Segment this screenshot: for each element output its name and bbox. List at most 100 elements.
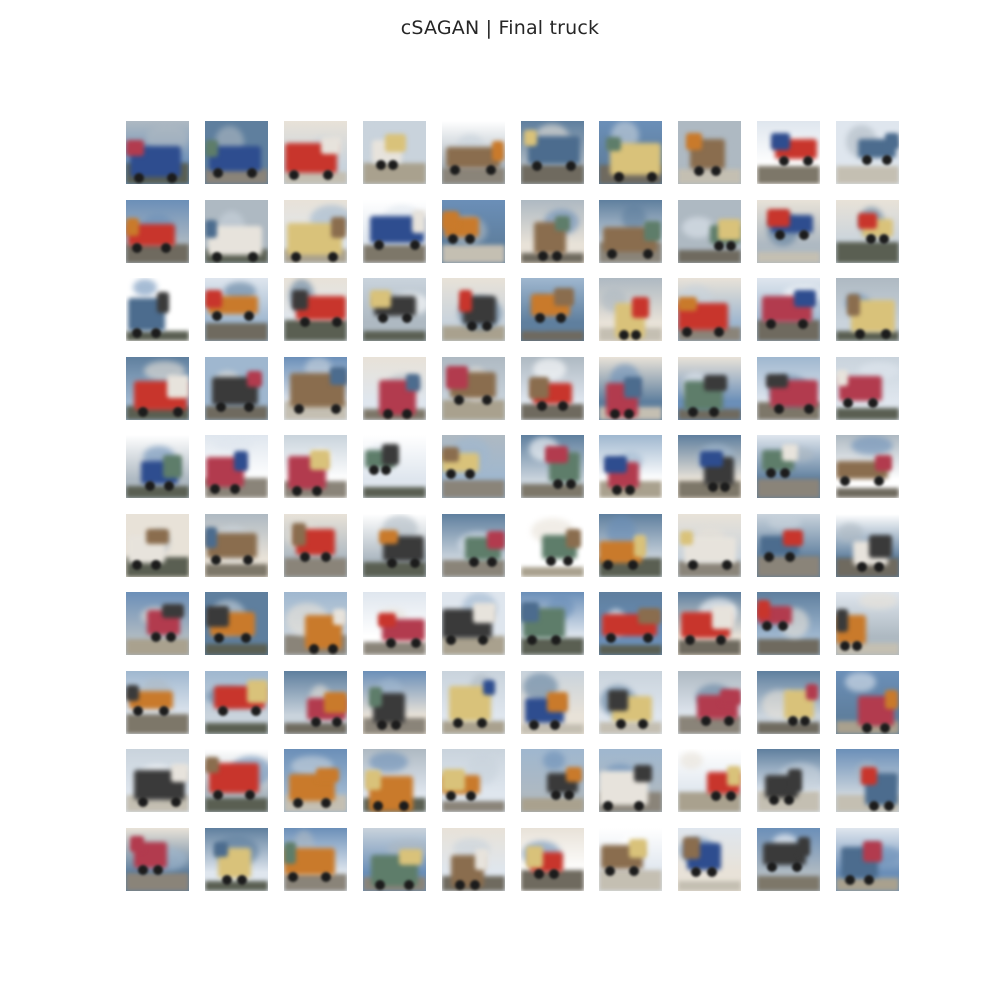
tile-truck-cab [330, 367, 347, 385]
tile-truck-cab [126, 685, 139, 701]
tile-ground [678, 640, 741, 655]
generated-sample-tile [363, 278, 426, 341]
generated-sample-tile [205, 828, 268, 891]
tile-ground [363, 642, 426, 655]
tile-truck-cab [369, 687, 382, 707]
generated-sample-tile [678, 828, 741, 891]
tile-truck-wheel [487, 557, 497, 567]
generated-sample-tile [521, 200, 584, 263]
tile-truck-wheel [145, 481, 155, 491]
tile-background-blob [859, 362, 899, 379]
tile-ground [836, 408, 899, 420]
generated-sample-tile [126, 278, 189, 341]
tile-truck-wheel [132, 328, 142, 338]
tile-truck-cab [604, 456, 627, 473]
tile-truck-cab [629, 839, 647, 858]
generated-sample-tile [205, 278, 268, 341]
tile-truck-cab [292, 523, 306, 546]
tile-truck-wheel [605, 866, 615, 876]
tile-truck-wheel [767, 862, 777, 872]
tile-truck-wheel [410, 240, 420, 250]
generated-sample-tile [599, 749, 662, 812]
tile-truck-cab [885, 690, 898, 709]
tile-truck-wheel [527, 635, 537, 645]
tile-truck-wheel [446, 469, 456, 479]
tile-truck-wheel [210, 484, 220, 494]
tile-truck-wheel [244, 311, 254, 321]
generated-sample-tile [678, 121, 741, 184]
tile-truck-wheel [866, 234, 876, 244]
tile-truck-wheel [383, 409, 393, 419]
generated-sample-tile [363, 357, 426, 420]
tile-truck-cab [704, 375, 727, 391]
tile-truck-wheel [411, 638, 421, 648]
tile-truck-wheel [328, 252, 338, 262]
generated-sample-tile [678, 200, 741, 263]
tile-truck-cab [205, 140, 218, 157]
generated-sample-tile [836, 278, 899, 341]
tile-truck-cab [412, 210, 426, 233]
tile-truck-cab [247, 371, 262, 387]
generated-sample-tile [757, 514, 820, 577]
tile-truck-wheel [212, 252, 222, 262]
tile-background-blob [768, 514, 801, 530]
tile-truck-cab [292, 290, 308, 310]
tile-truck-cab [162, 604, 184, 618]
generated-sample-tile [205, 121, 268, 184]
generated-sample-tile [836, 200, 899, 263]
tile-truck-wheel [138, 407, 148, 417]
tile-truck-cab [163, 455, 182, 478]
generated-sample-tile [678, 514, 741, 577]
tile-truck-wheel [551, 790, 561, 800]
tile-truck-cab [782, 444, 798, 461]
tile-truck-wheel [138, 865, 148, 875]
tile-truck-cab [863, 841, 882, 862]
generated-sample-tile [442, 121, 505, 184]
tile-truck-wheel [309, 644, 319, 654]
tile-truck-wheel [546, 556, 556, 566]
tile-truck-cab [798, 837, 810, 856]
tile-truck-cab [727, 766, 741, 786]
generated-sample-tile [205, 435, 268, 498]
tile-truck-cab [624, 377, 642, 398]
tile-ground [284, 320, 347, 341]
generated-sample-tile [205, 200, 268, 263]
tile-truck-wheel [328, 644, 338, 654]
tile-truck-cab [247, 680, 268, 703]
tile-truck-wheel [391, 720, 401, 730]
generated-sample-tile [599, 514, 662, 577]
tile-truck-wheel [880, 723, 890, 733]
tile-truck-cab [442, 447, 459, 462]
tile-truck-cab [324, 692, 347, 713]
tile-ground [678, 250, 741, 263]
tile-ground [521, 798, 584, 812]
tile-truck-wheel [374, 240, 384, 250]
tile-truck-wheel [151, 328, 161, 338]
generated-sample-tile [757, 278, 820, 341]
tile-truck-wheel [288, 872, 298, 882]
tile-truck-cab [526, 846, 543, 868]
tile-truck-wheel [607, 249, 617, 259]
tile-ground [836, 488, 899, 498]
generated-sample-tile [284, 435, 347, 498]
generated-sample-tile [126, 749, 189, 812]
generated-sample-tile [757, 435, 820, 498]
tile-truck-body [763, 843, 806, 865]
tile-truck-wheel [558, 401, 568, 411]
tile-truck-cab [126, 218, 139, 236]
tile-truck-cab [126, 140, 144, 156]
tile-truck-wheel [843, 398, 853, 408]
generated-sample-tile [678, 357, 741, 420]
tile-ground [442, 480, 505, 498]
generated-sample-tile [757, 592, 820, 655]
tile-background-blob [845, 672, 876, 692]
tile-truck-wheel [153, 865, 163, 875]
tile-truck-cab [836, 609, 848, 632]
tile-truck-wheel [682, 327, 692, 337]
tile-truck-wheel [881, 329, 891, 339]
generated-sample-tile [205, 671, 268, 734]
tile-truck-cab [157, 292, 169, 313]
tile-truck-wheel [647, 172, 657, 182]
tile-truck-wheel [291, 252, 301, 262]
tile-truck-wheel [214, 633, 224, 643]
